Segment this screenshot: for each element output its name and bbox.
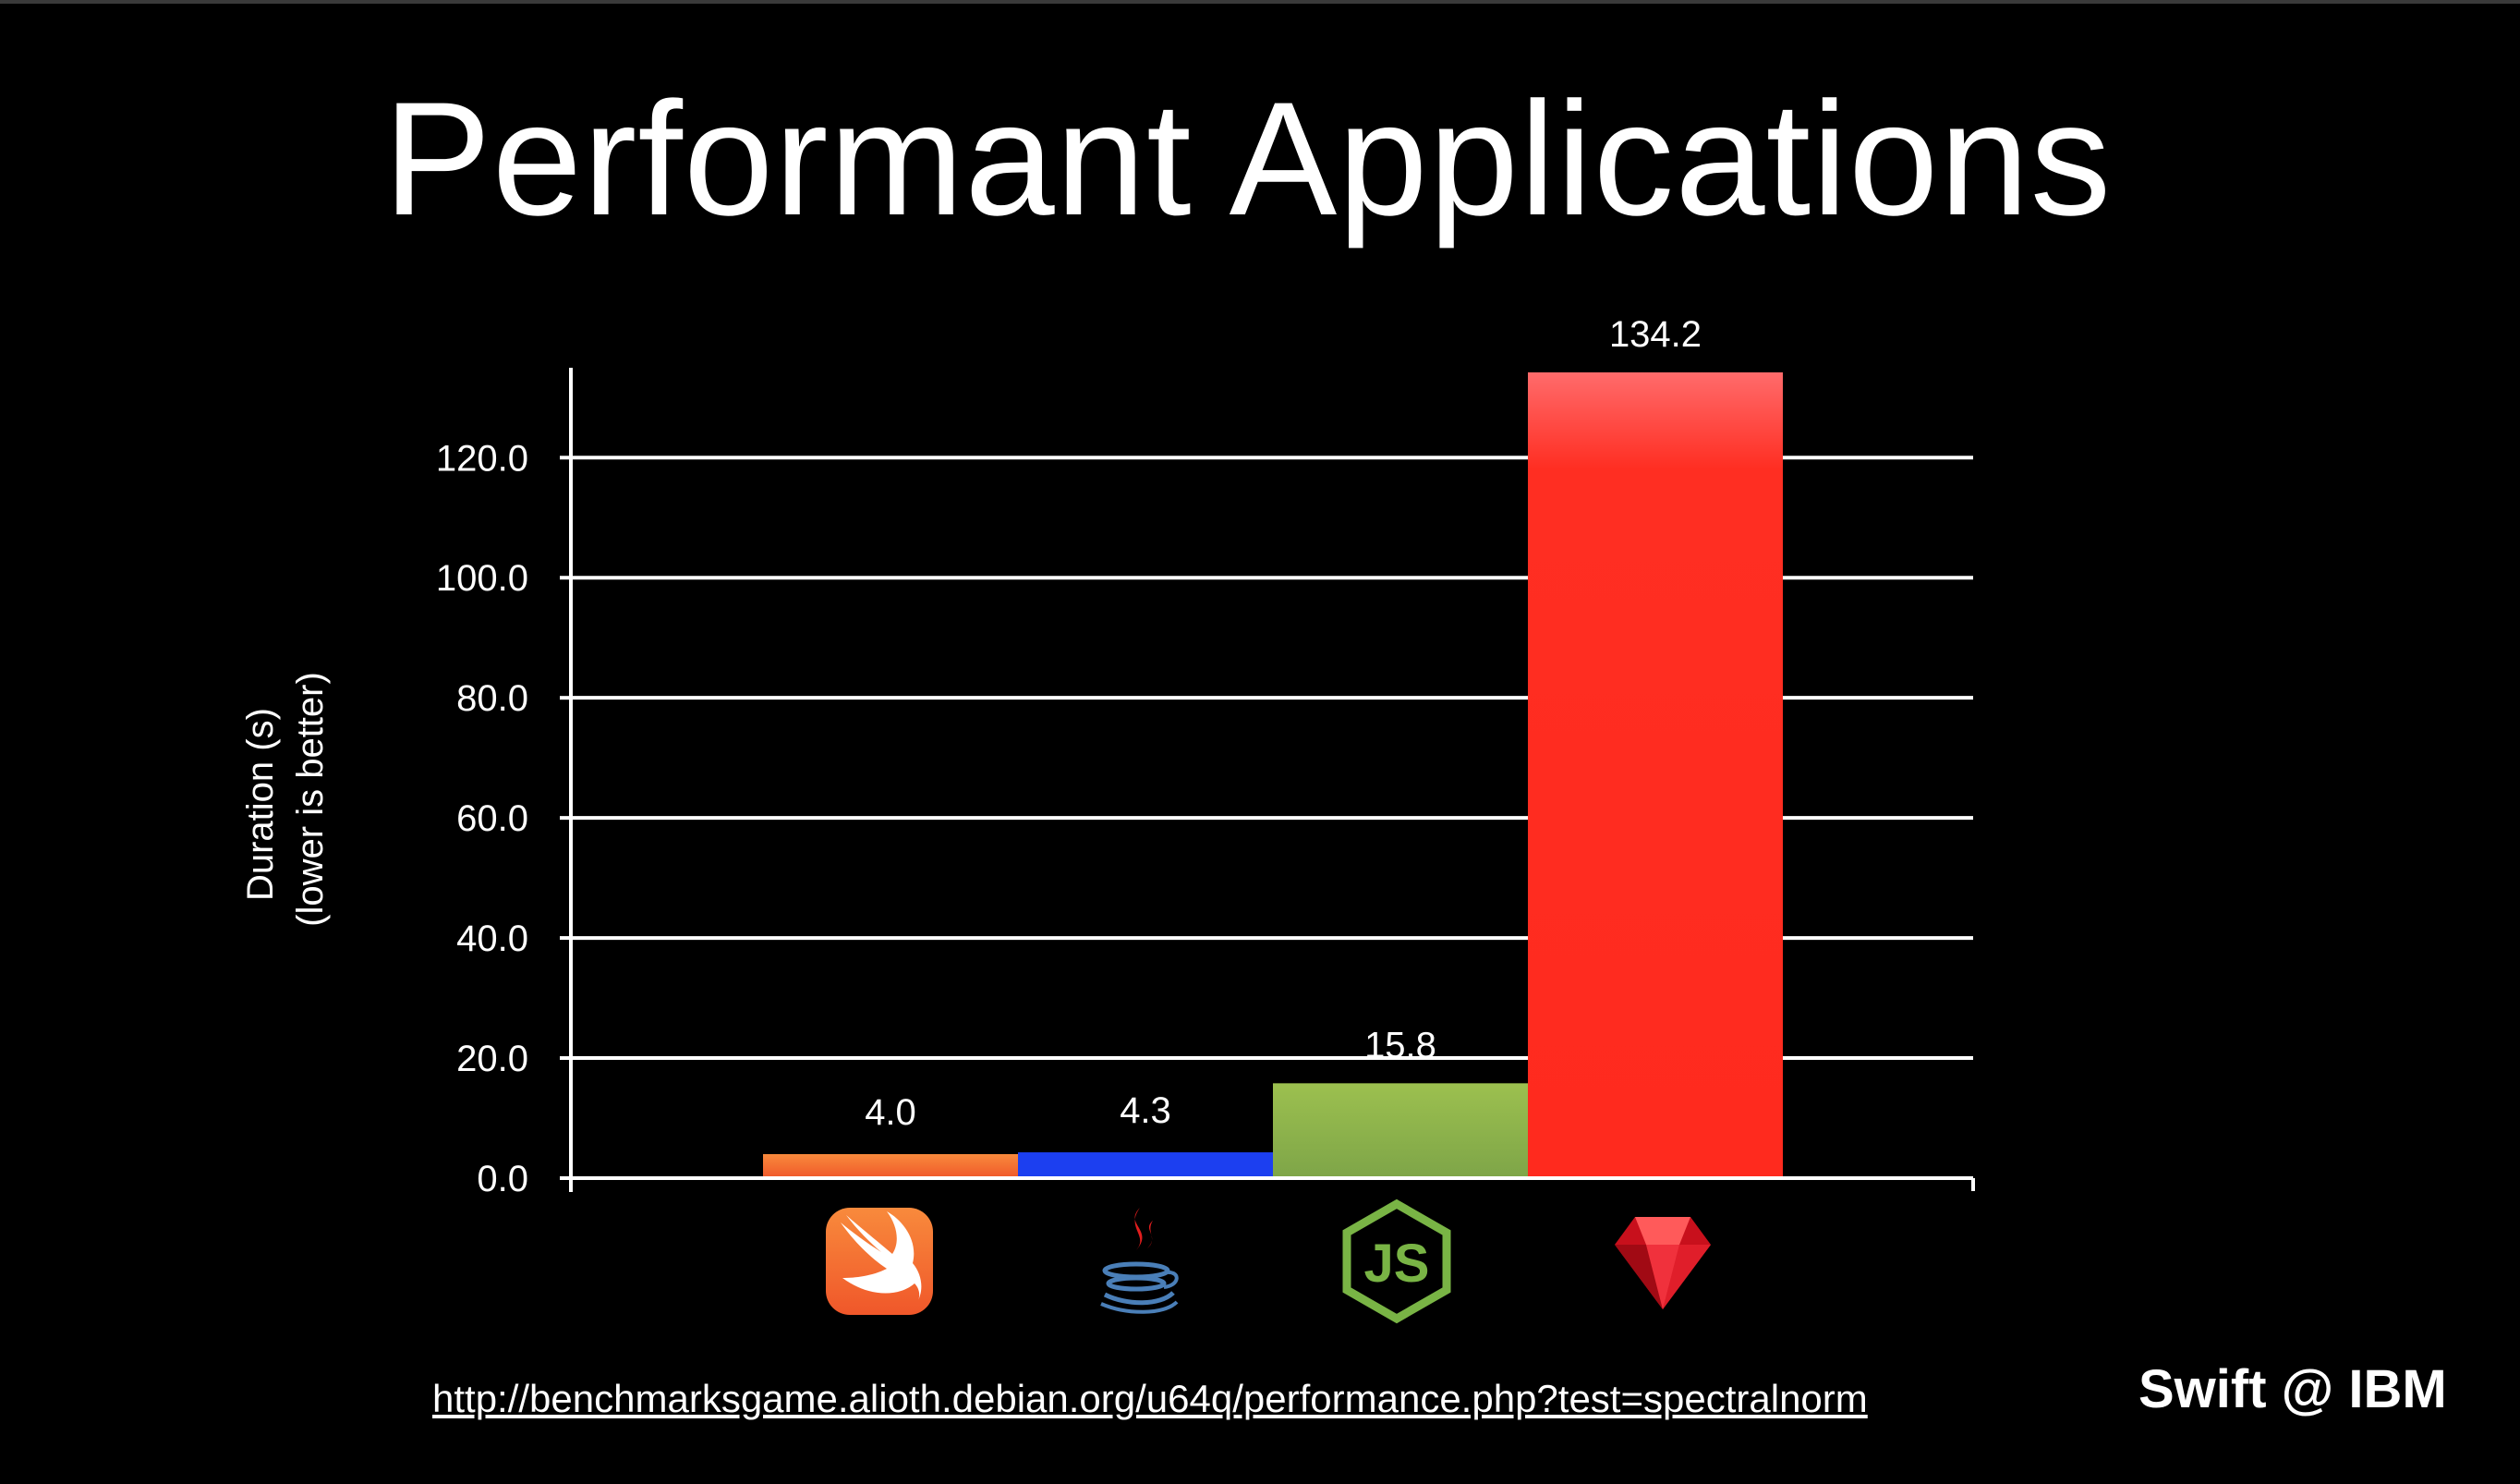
slide-title: Performant Applications	[383, 69, 2113, 249]
y-axis-ticks: 0.0 20.0 40.0 60.0 80.0 100.0 120.0	[436, 438, 571, 1199]
y-tick-label: 40.0	[456, 918, 528, 959]
y-axis-label-line2: (lower is better)	[290, 672, 331, 927]
bar-nodejs	[1273, 1083, 1528, 1178]
y-tick-label: 80.0	[456, 678, 528, 719]
ruby-icon	[1615, 1217, 1711, 1309]
value-labels: 4.0 4.3 15.8 134.2	[865, 314, 1702, 1133]
y-tick-label: 0.0	[477, 1159, 528, 1199]
y-axis-label: Duration (s) (lower is better)	[240, 672, 331, 927]
y-tick-label: 100.0	[436, 558, 528, 599]
value-label: 4.3	[1120, 1090, 1171, 1131]
bar-java	[1018, 1152, 1273, 1178]
value-label: 4.0	[865, 1092, 916, 1133]
brand-label: Swift @ IBM	[2138, 1359, 2447, 1419]
value-label: 134.2	[1609, 314, 1702, 355]
y-tick-label: 120.0	[436, 438, 528, 479]
y-tick-label: 20.0	[456, 1039, 528, 1079]
swift-icon	[826, 1208, 933, 1315]
svg-text:JS: JS	[1364, 1234, 1430, 1294]
y-axis-label-line1: Duration (s)	[240, 708, 281, 901]
value-label: 15.8	[1364, 1025, 1436, 1065]
nodejs-icon: JS	[1342, 1198, 1451, 1324]
bars	[763, 372, 1783, 1178]
bar-swift	[763, 1154, 1018, 1178]
y-tick-label: 60.0	[456, 798, 528, 839]
axes	[569, 368, 1975, 1192]
bar-ruby	[1528, 372, 1783, 1178]
java-icon	[1100, 1208, 1179, 1314]
top-border	[0, 0, 2520, 4]
source-link[interactable]: http://benchmarksgame.alioth.debian.org/…	[432, 1377, 1868, 1420]
